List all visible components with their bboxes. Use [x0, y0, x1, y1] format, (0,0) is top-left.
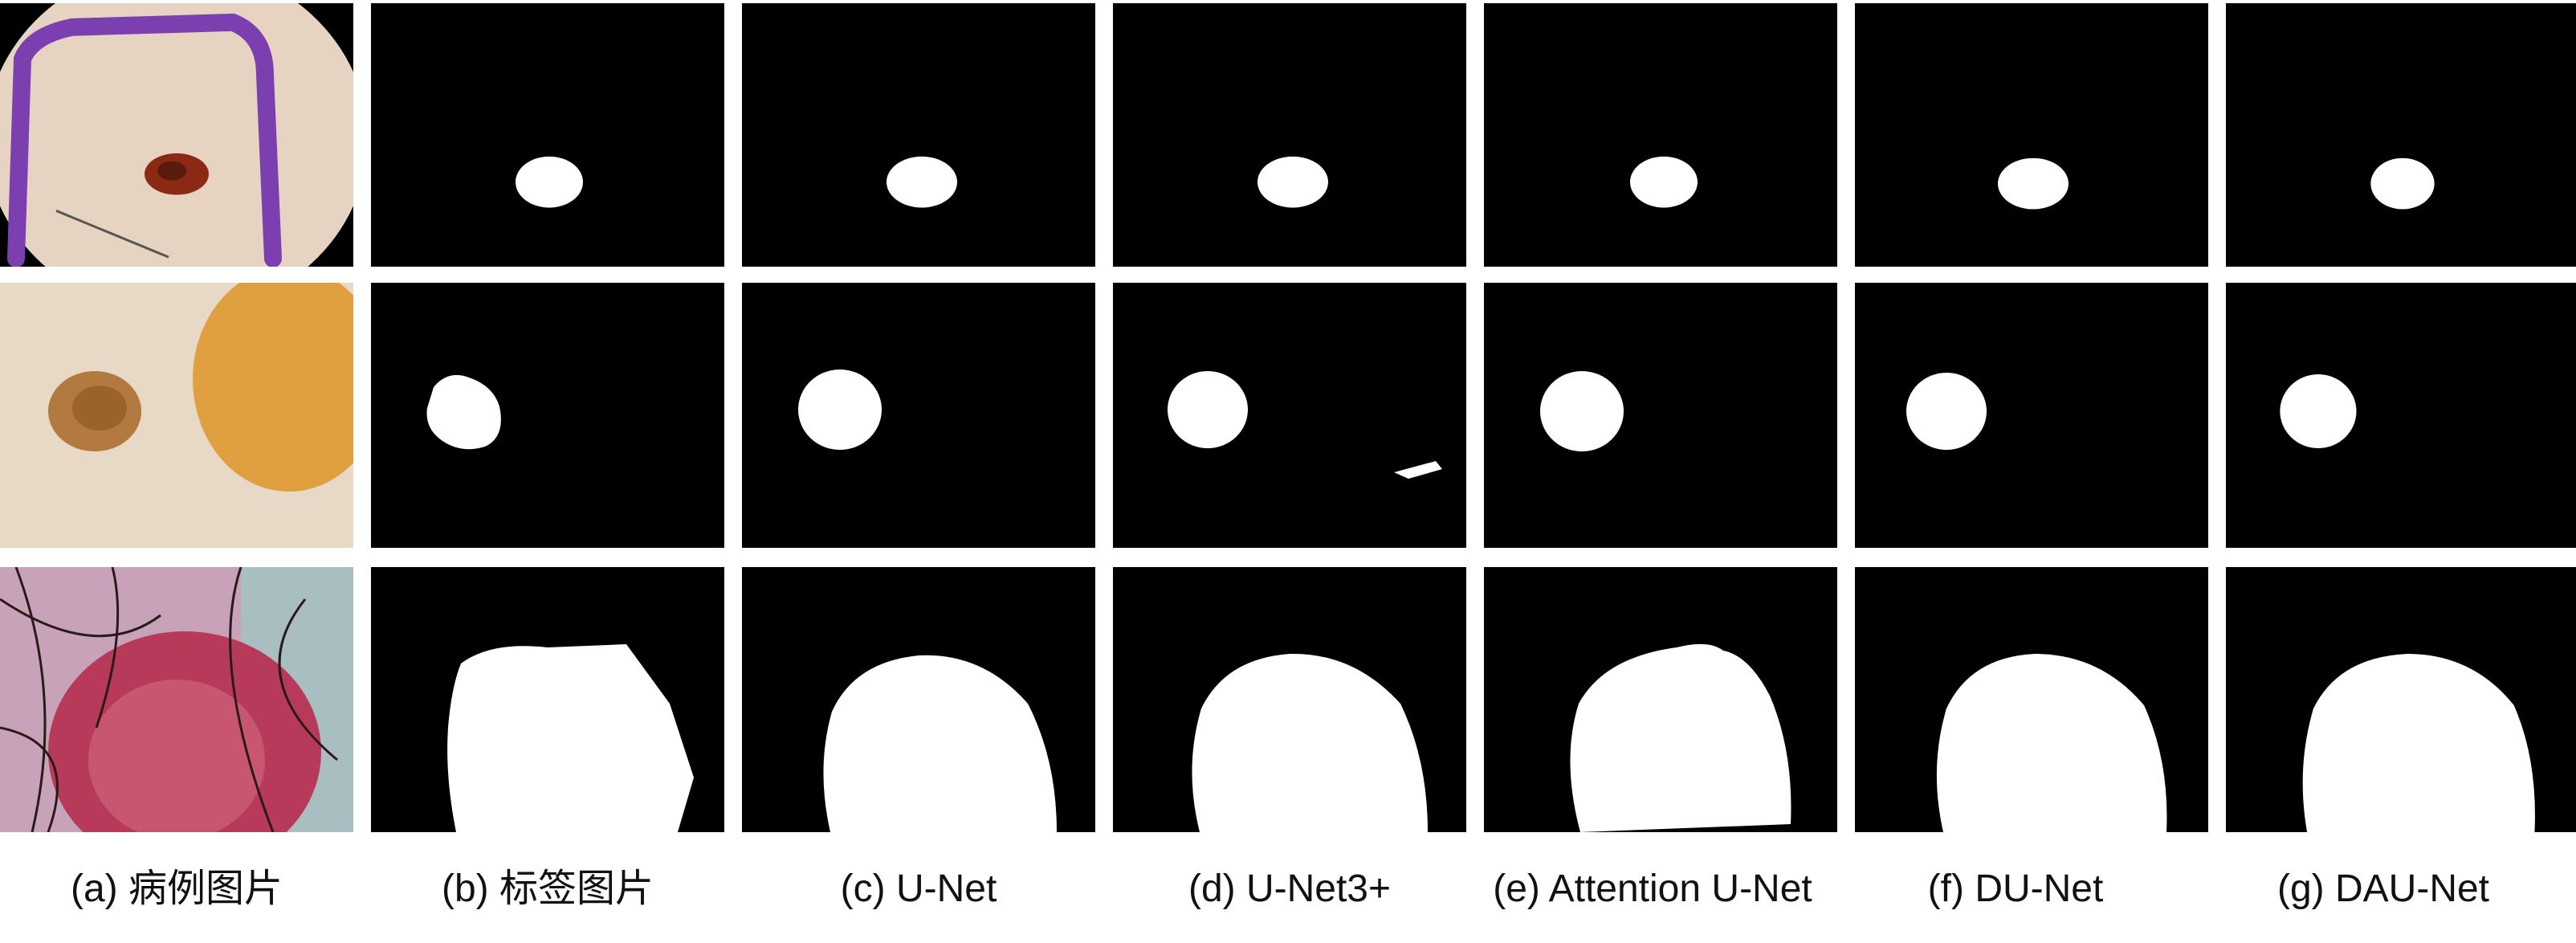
segmentation-mask-shape [516, 156, 583, 208]
segmentation-mask-shape [2370, 157, 2435, 210]
segmentation-mask-shape [447, 644, 694, 832]
segmentation-mask-shape [1540, 371, 1624, 451]
caption-e: (e) Attention U-Net [1493, 867, 1812, 910]
segmentation-mask-shape [426, 374, 501, 450]
case-photo-a-row-1 [0, 3, 353, 267]
case-photo-a-row-2 [0, 283, 353, 548]
mask-f-row-1 [1855, 3, 2208, 267]
segmentation-mask-shape [1906, 373, 1987, 450]
case-photo-a-row-3 [0, 567, 353, 832]
mask-c-row-2 [742, 283, 1095, 548]
mask-c-row-3 [742, 567, 1095, 832]
segmentation-mask-shape [798, 369, 882, 450]
mask-g-row-3 [2226, 567, 2576, 832]
caption-c: (c) U-Net [840, 867, 997, 910]
segmentation-mask-shape [2302, 654, 2535, 832]
mask-e-row-2 [1484, 283, 1837, 548]
segmentation-mask-shape [2280, 374, 2357, 448]
mask-g-row-2 [2226, 283, 2576, 548]
mask-b-row-1 [371, 3, 724, 267]
segmentation-mask-shape [1936, 654, 2167, 832]
mask-e-row-3 [1484, 567, 1837, 832]
mask-c-row-1 [742, 3, 1095, 267]
segmentation-mask-shape [1570, 643, 1791, 832]
caption-d: (d) U-Net3+ [1188, 867, 1392, 910]
segmentation-mask-shape [823, 655, 1057, 832]
mask-g-row-1 [2226, 3, 2576, 267]
caption-a: (a) 病例图片 [70, 867, 283, 910]
segmentation-mask-shape [887, 156, 957, 208]
mask-e-row-1 [1484, 3, 1837, 267]
mask-b-row-2 [371, 283, 724, 548]
caption-b: (b) 标签图片 [441, 867, 654, 910]
mask-d-row-1 [1113, 3, 1466, 267]
segmentation-mask-shape [1192, 653, 1428, 832]
segmentation-mask-shape [1168, 371, 1442, 479]
mask-f-row-3 [1855, 567, 2208, 832]
caption-g: (g) DAU-Net [2276, 867, 2490, 910]
caption-f: (f) DU-Net [1927, 867, 2104, 910]
segmentation-mask-shape [1998, 157, 2069, 210]
mask-f-row-2 [1855, 283, 2208, 548]
segmentation-mask-shape [1257, 156, 1328, 208]
mask-d-row-3 [1113, 567, 1466, 832]
mask-b-row-3 [371, 567, 724, 832]
mask-d-row-2 [1113, 283, 1466, 548]
segmentation-mask-shape [1630, 156, 1698, 208]
